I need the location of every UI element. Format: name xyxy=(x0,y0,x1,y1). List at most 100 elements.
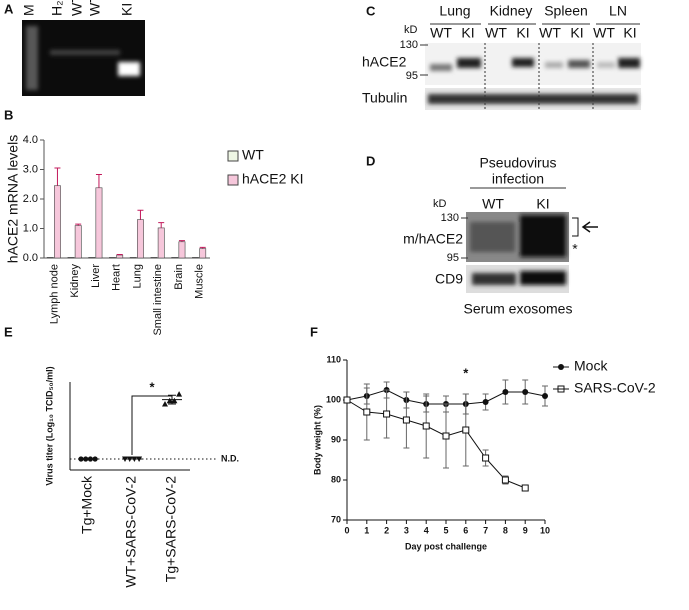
bar xyxy=(54,185,61,259)
error-bar xyxy=(116,253,123,256)
marker-label: 130 xyxy=(400,39,418,51)
lane-label: WT xyxy=(87,0,103,16)
row-label: Tubulin xyxy=(362,90,407,106)
error-bar xyxy=(137,209,144,220)
y-tick-label: 110 xyxy=(326,354,341,364)
point xyxy=(502,389,509,395)
x-tick-label: Tg+Mock xyxy=(79,475,95,534)
x-tick-label: 0 xyxy=(344,525,349,535)
lane-label: KI xyxy=(570,25,583,41)
legend-label: SARS-CoV-2 xyxy=(574,380,656,396)
panel-label: C xyxy=(366,3,376,18)
legend-swatch xyxy=(227,174,239,186)
row-label: CD9 xyxy=(435,271,463,287)
bar xyxy=(46,257,54,259)
point xyxy=(522,389,529,395)
lane-label: KI xyxy=(119,3,135,16)
point xyxy=(501,476,509,484)
tissue-label: Spleen xyxy=(544,3,588,19)
dot xyxy=(162,401,168,407)
lane-label: KI xyxy=(623,25,636,41)
y-tick-label: 3.0 xyxy=(23,163,38,175)
y-axis-label: hACE2 mRNA levels xyxy=(5,135,21,263)
x-axis-label: Day post challenge xyxy=(405,541,487,551)
bar xyxy=(178,241,186,259)
error-bar xyxy=(75,223,82,226)
annotation: * xyxy=(463,365,469,380)
bar xyxy=(137,219,144,259)
point xyxy=(482,399,489,405)
y-tick-label: 1.0 xyxy=(23,222,38,234)
row-label: m/hACE2 xyxy=(403,231,463,247)
bar xyxy=(150,257,158,259)
lane-label: KI xyxy=(536,196,549,212)
lane-label: WT xyxy=(593,25,615,41)
x-tick-label: Small intestine xyxy=(152,264,164,336)
caption: Serum exosomes xyxy=(464,301,573,317)
x-tick-label: Brain xyxy=(173,264,185,290)
y-tick-label: 4.0 xyxy=(23,134,38,146)
x-tick-label: 4 xyxy=(424,525,429,535)
blot-bands xyxy=(470,215,566,285)
legend-label: Mock xyxy=(574,358,608,374)
point xyxy=(422,422,430,430)
error-bar xyxy=(199,246,206,249)
lane-separator xyxy=(484,43,594,110)
point xyxy=(402,416,410,424)
lane-label: H₂O xyxy=(49,0,65,16)
dot xyxy=(176,391,183,397)
arrow xyxy=(581,221,598,233)
error-bar xyxy=(95,174,102,188)
x-tick-label: Muscle xyxy=(194,264,206,299)
annotation: * xyxy=(149,379,155,394)
row-label: hACE2 xyxy=(362,54,407,70)
x-tick-label: 10 xyxy=(540,525,550,535)
panel-label: F xyxy=(310,324,318,339)
detection-label: N.D. xyxy=(221,453,239,463)
bar xyxy=(129,257,137,259)
x-tick-label: 3 xyxy=(404,525,409,535)
point xyxy=(521,484,529,492)
dot xyxy=(166,397,173,404)
marker-label: 130 xyxy=(441,212,459,224)
lane-label: WT xyxy=(539,25,561,41)
gel xyxy=(22,20,145,96)
y-tick-label: 2.0 xyxy=(23,193,38,205)
point xyxy=(383,410,391,418)
y-tick-label: 100 xyxy=(326,394,341,404)
significance-bracket xyxy=(131,395,173,455)
tissue-label: LN xyxy=(609,3,627,19)
marker-label: 95 xyxy=(447,252,459,264)
point xyxy=(462,426,470,434)
lane-label: KI xyxy=(461,25,474,41)
blot-title: infection xyxy=(492,171,544,187)
legend-label: hACE2 KI xyxy=(242,171,303,187)
panel-label: D xyxy=(366,153,375,168)
bar xyxy=(171,257,179,259)
error-bar xyxy=(54,167,61,186)
gel-bands xyxy=(26,26,140,90)
panel-label: B xyxy=(4,107,13,122)
x-tick-label: 5 xyxy=(443,525,448,535)
lane-label: WT xyxy=(69,0,85,16)
marker-label: 95 xyxy=(406,70,418,82)
x-tick-label: 1 xyxy=(364,525,369,535)
bar xyxy=(116,254,124,259)
kd-label: kD xyxy=(404,24,418,36)
y-tick-label: 80 xyxy=(331,474,341,484)
x-tick-label: Heart xyxy=(111,264,123,291)
x-tick-label: 2 xyxy=(384,525,389,535)
x-tick-label: 7 xyxy=(483,525,488,535)
lane-label: M xyxy=(21,4,37,16)
tissue-label: Kidney xyxy=(490,3,533,19)
point xyxy=(343,396,351,404)
point xyxy=(363,408,371,416)
lane-label: WT xyxy=(430,25,452,41)
star: * xyxy=(572,241,578,257)
y-tick-label: 70 xyxy=(331,514,341,524)
bracket xyxy=(572,217,579,237)
bar xyxy=(95,187,103,259)
x-tick-label: Kidney xyxy=(69,264,81,298)
